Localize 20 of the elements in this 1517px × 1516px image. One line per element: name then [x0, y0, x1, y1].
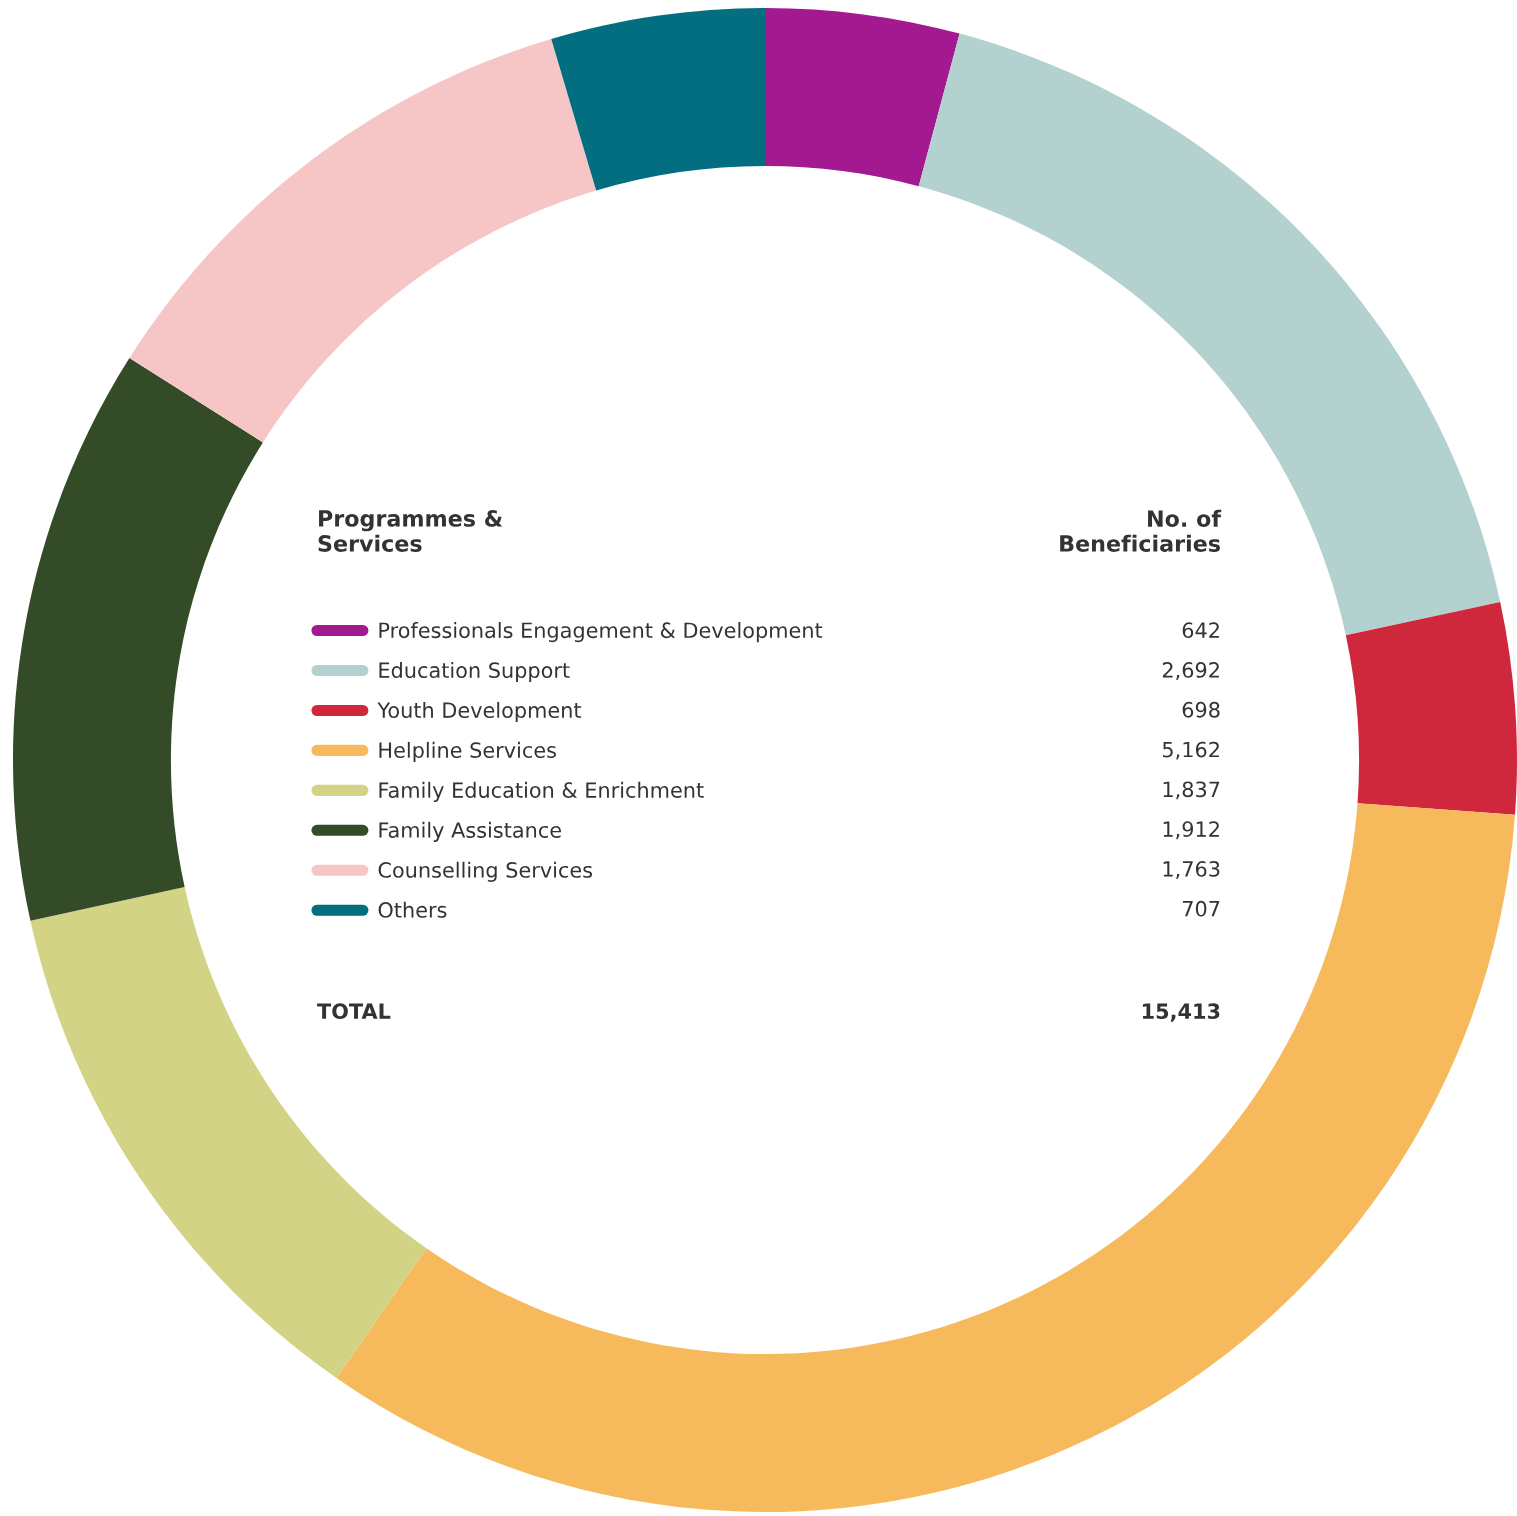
legend-label: Education Support: [379, 661, 570, 683]
data-label: 1,912: [1163, 821, 1219, 840]
legend-label: Family Assistance: [379, 821, 561, 842]
legend-label: Counselling Services: [378, 861, 593, 882]
data-label: 698: [1182, 701, 1220, 718]
legend-label: Youth Development: [377, 701, 582, 723]
legend-title: Programmes & Services: [318, 510, 503, 552]
text: No. of Beneficiaries: [1060, 509, 1222, 552]
legend-label: Others: [378, 901, 447, 918]
data-label: 2,692: [1162, 662, 1219, 680]
legend-label: Professionals Engagement & Development: [379, 622, 823, 643]
data-label: 5,162: [1162, 741, 1219, 760]
data-label: 1,763: [1163, 861, 1220, 879]
data-label: 642: [1182, 622, 1219, 639]
text: 15,413: [1142, 1003, 1220, 1022]
data-label: 707: [1182, 900, 1220, 917]
data-label: 1,837: [1163, 781, 1220, 800]
text: TOTAL: [317, 1003, 391, 1020]
legend-label: Family Education & Enrichment: [379, 781, 704, 802]
legend-label: Helpline Services: [379, 741, 556, 763]
